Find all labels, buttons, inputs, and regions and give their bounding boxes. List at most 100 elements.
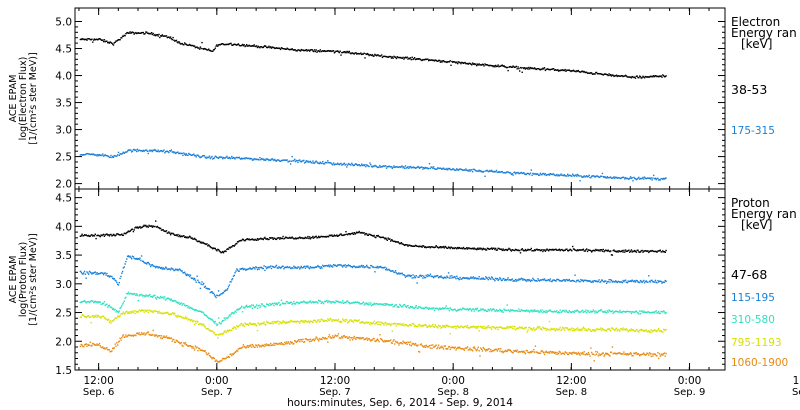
data-point — [333, 52, 336, 54]
data-point — [616, 177, 618, 179]
data-point — [640, 250, 642, 252]
data-point — [433, 59, 435, 61]
data-point — [362, 301, 365, 303]
data-point — [332, 235, 335, 237]
data-point — [440, 327, 442, 329]
data-point — [276, 47, 278, 49]
data-point — [320, 302, 322, 304]
data-point — [324, 265, 326, 267]
data-point — [641, 177, 643, 180]
data-point — [275, 321, 278, 324]
data-point — [239, 307, 241, 309]
data-point — [248, 306, 250, 308]
data-point — [663, 310, 665, 312]
data-point — [322, 160, 324, 163]
data-point — [425, 58, 427, 61]
data-point — [491, 277, 494, 279]
data-point — [568, 310, 570, 312]
data-point — [459, 247, 461, 249]
data-point — [169, 337, 171, 339]
data-point — [580, 328, 582, 330]
data-point — [102, 315, 105, 317]
data-point — [332, 264, 335, 266]
data-point — [608, 328, 610, 330]
data-point — [174, 40, 177, 42]
data-point — [271, 237, 274, 239]
data-point — [311, 49, 313, 51]
data-point — [319, 161, 321, 163]
data-point — [238, 308, 240, 310]
data-point — [472, 168, 475, 170]
data-point — [521, 278, 523, 280]
data-point — [560, 173, 562, 175]
data-point — [142, 149, 144, 152]
data-point — [442, 326, 445, 328]
data-point — [391, 167, 393, 170]
data-point — [342, 266, 344, 268]
data-point — [534, 328, 537, 331]
data-point — [425, 306, 427, 309]
data-point — [147, 152, 149, 155]
data-point — [100, 39, 102, 41]
data-point — [188, 43, 191, 46]
data-point — [231, 353, 234, 355]
data-point — [92, 300, 94, 302]
data-point — [129, 149, 131, 151]
data-point — [375, 54, 377, 56]
data-point — [442, 308, 445, 310]
data-point — [329, 301, 331, 303]
data-point — [456, 61, 458, 63]
data-point — [106, 154, 108, 157]
data-point — [140, 255, 143, 257]
data-point — [313, 162, 315, 164]
data-point — [170, 298, 173, 300]
data-point — [519, 252, 522, 254]
data-point — [314, 266, 317, 268]
data-point — [442, 245, 445, 248]
data-point — [554, 311, 556, 313]
data-point — [198, 281, 200, 283]
data-point — [647, 331, 649, 333]
data-point — [222, 43, 225, 46]
data-point — [221, 333, 223, 335]
data-point — [458, 278, 460, 281]
data-point — [428, 163, 431, 165]
data-point — [561, 174, 563, 176]
data-point — [394, 322, 396, 324]
data-point — [387, 269, 389, 271]
data-point — [104, 234, 106, 236]
data-point — [113, 318, 115, 321]
data-point — [177, 233, 179, 236]
data-point — [557, 279, 560, 281]
data-point — [269, 46, 271, 49]
data-point — [134, 293, 136, 295]
data-point — [597, 249, 599, 252]
data-point — [396, 273, 398, 275]
data-point — [244, 268, 246, 270]
data-point — [540, 68, 542, 70]
data-point — [580, 71, 582, 73]
data-point — [209, 157, 211, 160]
data-point — [203, 324, 205, 326]
data-point — [125, 260, 127, 263]
data-point — [346, 337, 349, 340]
data-point — [399, 242, 402, 245]
data-point — [122, 334, 125, 336]
data-point — [327, 336, 330, 338]
data-point — [165, 312, 168, 314]
data-point — [202, 350, 204, 352]
data-point — [160, 150, 162, 152]
data-point — [546, 311, 548, 314]
data-point — [432, 167, 434, 169]
data-point — [326, 50, 328, 52]
data-point — [296, 237, 298, 239]
data-point — [216, 156, 218, 159]
data-point — [502, 277, 504, 280]
data-point — [208, 244, 210, 246]
data-point — [94, 154, 96, 156]
data-point — [191, 277, 193, 280]
data-point — [623, 176, 625, 179]
data-point — [155, 265, 158, 268]
data-point — [485, 64, 487, 66]
